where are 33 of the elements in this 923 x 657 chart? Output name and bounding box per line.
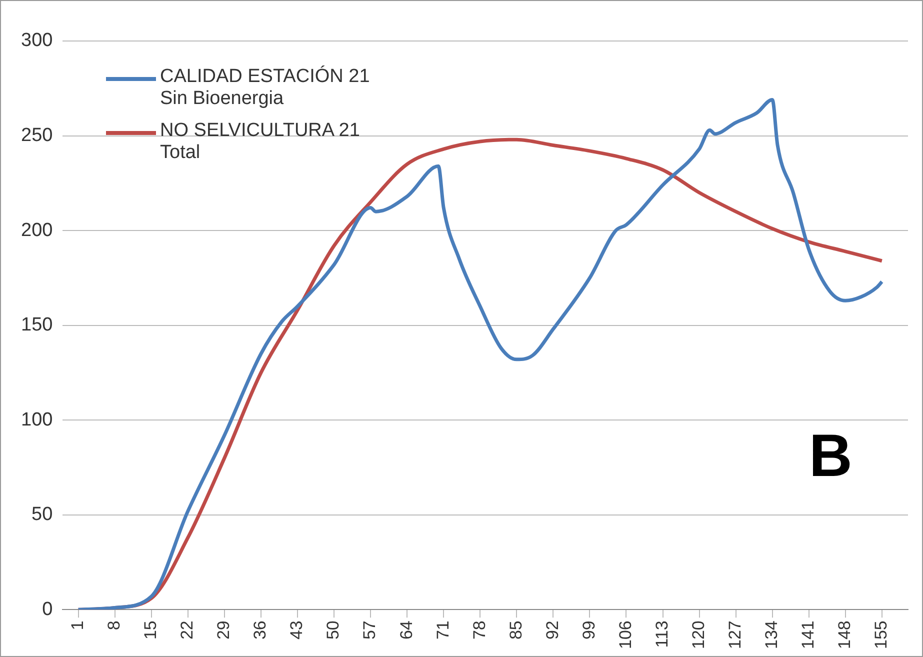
x-tick-label: 92 bbox=[542, 620, 562, 640]
x-tick-label: 155 bbox=[872, 620, 891, 650]
x-tick-label: 120 bbox=[688, 620, 708, 650]
x-tick-label: 106 bbox=[616, 620, 635, 650]
x-tick-label: 71 bbox=[433, 620, 452, 640]
x-tick-label: 78 bbox=[470, 620, 489, 640]
x-tick-label: 22 bbox=[178, 620, 197, 640]
x-tick-label: 99 bbox=[579, 620, 598, 640]
x-tick-label: 50 bbox=[324, 620, 343, 640]
x-tick-label: 36 bbox=[250, 620, 270, 640]
y-tick-label: 0 bbox=[42, 598, 53, 620]
y-tick-label: 250 bbox=[21, 125, 53, 146]
x-tick-label: 43 bbox=[287, 620, 306, 640]
y-tick-label: 200 bbox=[21, 220, 53, 241]
y-tick-label: 300 bbox=[21, 30, 53, 52]
x-tick-label: 127 bbox=[725, 620, 744, 650]
x-tick-label: 8 bbox=[104, 620, 124, 630]
x-tick-label: 15 bbox=[141, 620, 160, 640]
y-tick-label: 150 bbox=[21, 314, 53, 336]
legend-label: CALIDAD ESTACIÓN 21 Sin Bioenergia bbox=[160, 66, 371, 110]
y-tick-label: 50 bbox=[32, 504, 53, 526]
x-tick-label: 85 bbox=[506, 620, 526, 640]
x-tick-label: 141 bbox=[798, 620, 818, 650]
x-tick-label: 134 bbox=[762, 620, 782, 650]
x-tick-label: 57 bbox=[360, 620, 380, 640]
x-tick-label: 1 bbox=[68, 620, 88, 630]
x-tick-label: 64 bbox=[396, 620, 416, 640]
annotation: B bbox=[809, 421, 852, 490]
legend-label: NO SELVICULTURA 21 Total bbox=[160, 120, 361, 164]
y-tick-label: 100 bbox=[21, 409, 53, 430]
x-tick-label: 113 bbox=[652, 620, 672, 648]
x-tick-label: 29 bbox=[214, 620, 234, 640]
x-tick-label: 148 bbox=[835, 620, 854, 650]
